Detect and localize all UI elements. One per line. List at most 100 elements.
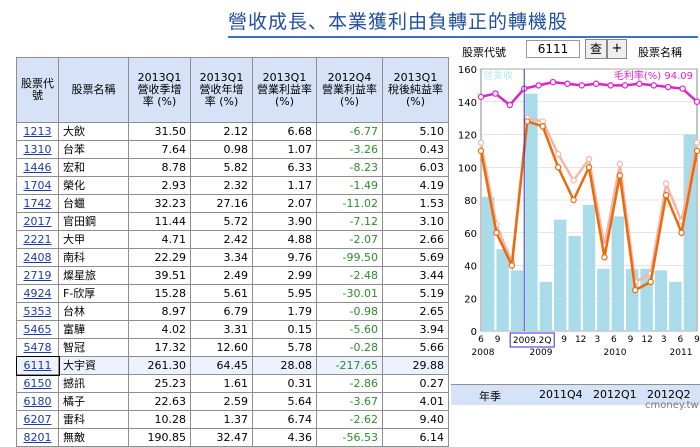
stock-code-link-cell[interactable]: 2017	[16, 212, 59, 231]
stock-code-link[interactable]: 6150	[23, 376, 52, 390]
stock-code-link-cell[interactable]: 2408	[16, 248, 59, 267]
stock-code-link-cell[interactable]: 1446	[16, 158, 59, 177]
table-row[interactable]: 2221 大甲 4.71 2.42 4.88 -2.07 2.66	[16, 230, 449, 249]
stock-code-link-cell[interactable]: 6150	[16, 374, 59, 393]
op-margin-q4-cell: -30.01	[316, 284, 383, 303]
stock-code-link-cell[interactable]: 1704	[16, 176, 59, 195]
table-row[interactable]: 6180 橘子 22.63 2.59 5.64 -3.67 4.01	[16, 392, 449, 411]
stock-code-link[interactable]: 1446	[23, 160, 52, 174]
op-margin-q4-cell: -7.12	[316, 212, 383, 231]
net-margin-cell: 6.03	[382, 158, 449, 177]
stock-code-link[interactable]: 8201	[23, 430, 52, 444]
stock-code-link[interactable]: 1742	[23, 196, 52, 210]
gross-margin-point	[477, 93, 485, 101]
op-margin-q4-cell: -2.07	[316, 230, 383, 249]
stock-code-link[interactable]: 5465	[23, 322, 52, 336]
stock-code-link[interactable]: 6111	[23, 358, 52, 372]
stock-name-cell: 南科	[58, 248, 129, 267]
stock-code-link[interactable]: 1310	[23, 142, 52, 156]
x-tick-label: 9	[495, 335, 501, 345]
stock-code-link-cell[interactable]: 1742	[16, 194, 59, 213]
stock-code-link-cell[interactable]: 2719	[16, 266, 59, 285]
stock-code-link-cell[interactable]: 5478	[16, 338, 59, 357]
op-margin-q4-cell: -1.49	[316, 176, 383, 195]
stock-code-link[interactable]: 4924	[23, 286, 52, 300]
revenue-bar	[496, 249, 509, 331]
stock-code-link-cell[interactable]: 8201	[16, 428, 59, 447]
table-row[interactable]: 1704 榮化 2.93 2.32 1.17 -1.49 4.19	[16, 176, 449, 195]
op-margin-point	[693, 147, 700, 155]
col-header-net-margin[interactable]: 2013Q1 稅後純益率(%)	[382, 57, 449, 123]
stock-code-link-cell[interactable]: 5353	[16, 302, 59, 321]
revenue-bar	[568, 236, 581, 331]
query-button[interactable]: 查	[585, 39, 607, 59]
gross-margin-point	[607, 82, 614, 89]
table-row[interactable]: 6150 撼訊 25.23 1.61 0.31 -2.86 0.27	[16, 374, 449, 393]
col-header-rev-qoq[interactable]: 2013Q1 營收季增率 (%)	[128, 57, 191, 123]
table-row[interactable]: 2017 官田鋼 11.44 5.72 3.90 -7.12 3.10	[16, 212, 449, 231]
year-label: 2009	[530, 348, 553, 358]
table-row[interactable]: 6111 大宇資 261.30 64.45 28.08 -217.65 29.88	[15, 355, 449, 376]
col-header-rev-yoy[interactable]: 2013Q1 營收年增率 (%)	[190, 57, 253, 123]
table-row[interactable]: 2719 燦星旅 39.51 2.49 2.99 -2.48 3.44	[16, 266, 449, 285]
col-header-name[interactable]: 股票名稱	[58, 57, 129, 123]
stock-code-link[interactable]: 5478	[23, 340, 52, 354]
op-margin-q1-cell: 28.08	[252, 356, 317, 375]
stock-code-link-cell[interactable]: 1213	[16, 122, 59, 141]
table-row[interactable]: 1310 台苯 7.64 0.98 1.07 -3.26 0.43	[16, 140, 449, 159]
stock-code-link[interactable]: 6180	[23, 394, 52, 408]
stock-table-container: 股票代號 股票名稱 2013Q1 營收季增率 (%) 2013Q1 營收年增率 …	[15, 57, 449, 447]
col-header-code[interactable]: 股票代號	[16, 57, 59, 123]
stock-code-link-cell[interactable]: 1310	[16, 140, 59, 159]
op-margin-q4-cell: -217.65	[316, 356, 383, 375]
op-margin-q1-cell: 1.17	[252, 176, 317, 195]
table-row[interactable]: 5353 台林 8.97 6.79 1.79 -0.98 2.65	[16, 302, 449, 321]
revenue-bar	[611, 216, 624, 331]
op-margin-point	[662, 191, 670, 199]
rev-yoy-cell: 1.37	[190, 410, 253, 429]
stock-code-link[interactable]: 1213	[23, 124, 52, 138]
stock-name-cell: 富驊	[58, 320, 129, 339]
gross-margin-point	[535, 82, 542, 89]
table-row[interactable]: 1742 台蠟 32.23 27.16 2.07 -11.02 1.53	[16, 194, 449, 213]
table-row[interactable]: 1446 宏和 8.78 5.82 6.33 -8.23 6.03	[16, 158, 449, 177]
stock-code-link[interactable]: 2221	[23, 232, 52, 246]
stock-code-link-cell[interactable]: 6111	[15, 355, 60, 376]
gross-margin-point	[679, 85, 686, 92]
rev-yoy-cell: 27.16	[190, 194, 253, 213]
add-button[interactable]: +	[607, 39, 627, 59]
table-row[interactable]: 5478 智冠 17.32 12.60 5.78 -0.28 5.66	[16, 338, 449, 357]
stock-code-link[interactable]: 6207	[23, 412, 52, 426]
stock-code-link-cell[interactable]: 2221	[16, 230, 59, 249]
stock-code-link[interactable]: 2017	[23, 214, 52, 228]
stock-code-link-cell[interactable]: 6180	[16, 392, 59, 411]
table-row[interactable]: 4924 F-欣厚 15.28 5.61 5.95 -30.01 5.19	[16, 284, 449, 303]
stock-code-input[interactable]: 6111	[526, 40, 580, 58]
rev-yoy-cell: 3.34	[190, 248, 253, 267]
stock-code-link[interactable]: 1704	[23, 178, 52, 192]
stock-code-link[interactable]: 2408	[23, 250, 52, 264]
rev-qoq-cell: 7.64	[128, 140, 191, 159]
revenue-bar	[525, 93, 538, 331]
stock-name-cell: 宏和	[58, 158, 129, 177]
stock-name-cell: 台苯	[58, 140, 129, 159]
stock-code-link-cell[interactable]: 6207	[16, 410, 59, 429]
stock-name-cell: 榮化	[58, 176, 129, 195]
stock-code-link[interactable]: 5353	[23, 304, 52, 318]
period-2012q2: 2012Q2	[647, 388, 691, 401]
op-margin-q4-cell: -56.53	[316, 428, 383, 447]
table-row[interactable]: 5465 富驊 4.02 3.31 0.15 -5.60 3.94	[16, 320, 449, 339]
stock-code-link-cell[interactable]: 5465	[16, 320, 59, 339]
table-row[interactable]: 1213 大飲 31.50 2.12 6.68 -6.77 5.10	[16, 122, 449, 141]
table-row[interactable]: 6207 雷科 10.28 1.37 6.74 -2.62 9.40	[16, 410, 449, 429]
y-tick-label: 40	[464, 262, 477, 273]
col-header-op-margin-q1[interactable]: 2013Q1 營業利益率(%)	[252, 57, 317, 123]
table-row[interactable]: 2408 南科 22.29 3.34 9.76 -99.50 5.69	[16, 248, 449, 267]
col-header-op-margin-q4[interactable]: 2012Q4 營業利益率(%)	[316, 57, 383, 123]
net-margin-cell: 6.14	[382, 428, 449, 447]
stock-code-link[interactable]: 2719	[23, 268, 52, 282]
table-row[interactable]: 8201 無敵 190.85 32.47 4.36 -56.53 6.14	[16, 428, 449, 447]
stock-code-link-cell[interactable]: 4924	[16, 284, 59, 303]
gross-margin-point	[636, 80, 643, 87]
